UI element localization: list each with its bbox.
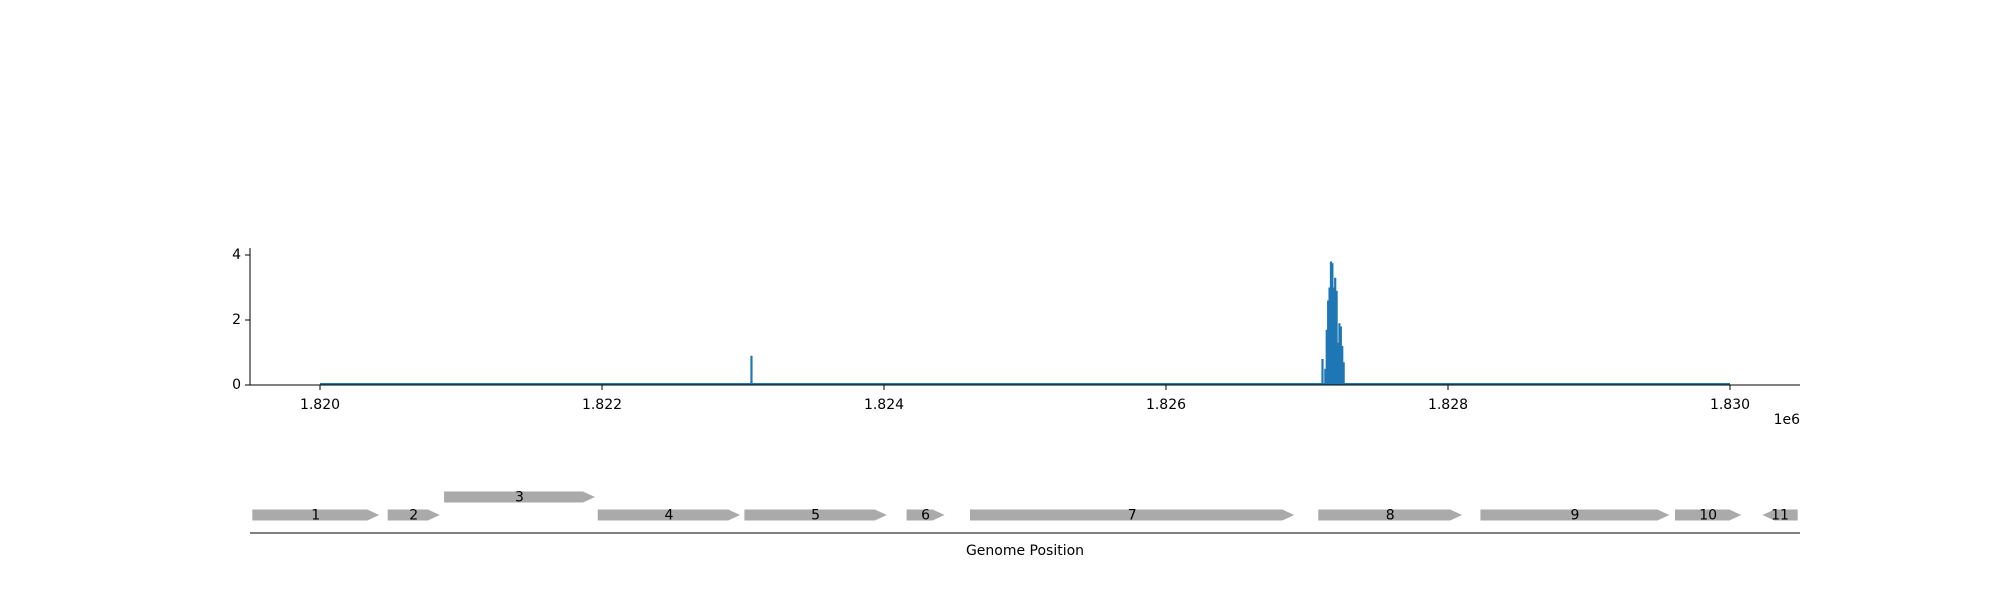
gene-label: 3 — [515, 490, 524, 506]
gene-5: 5 — [744, 508, 887, 524]
y-tick-label: 2 — [232, 312, 241, 328]
gene-label: 6 — [921, 508, 930, 524]
gene-arrow — [597, 509, 741, 521]
gene-arrow — [906, 509, 945, 521]
x-offset-label: 1e6 — [1774, 412, 1801, 428]
gene-label: 4 — [665, 508, 674, 524]
x-tick-label: 1.822 — [582, 397, 622, 413]
gene-6: 6 — [906, 508, 945, 524]
genes: 1 2 3 4 5 6 7 8 9 10 11 — [252, 490, 1798, 524]
gene-arrow — [1675, 509, 1742, 521]
gene-label: 10 — [1699, 508, 1717, 524]
x-tick-label: 1.820 — [300, 397, 340, 413]
gene-arrow — [970, 509, 1295, 521]
gene-arrow — [444, 491, 595, 503]
gene-arrow — [252, 509, 380, 521]
gene-3: 3 — [444, 490, 595, 506]
y-tick-label: 0 — [232, 377, 241, 393]
gene-arrow — [1480, 509, 1670, 521]
gene-8: 8 — [1318, 508, 1463, 524]
gene-11: 11 — [1762, 508, 1798, 524]
gene-10: 10 — [1675, 508, 1742, 524]
genome-position-label: Genome Position — [966, 543, 1084, 559]
y-ticks: 0 2 4 — [232, 247, 250, 393]
gene-label: 9 — [1570, 508, 1579, 524]
gene-label: 2 — [409, 508, 418, 524]
x-tick-label: 1.826 — [1146, 397, 1186, 413]
gene-arrow — [1318, 509, 1463, 521]
x-tick-label: 1.830 — [1710, 397, 1750, 413]
gene-arrow — [387, 509, 440, 521]
gene-2: 2 — [387, 508, 440, 524]
gene-label: 7 — [1128, 508, 1137, 524]
x-ticks: 1.820 1.822 1.824 1.826 1.828 1.830 — [300, 385, 1750, 413]
gene-9: 9 — [1480, 508, 1670, 524]
gene-label: 1 — [311, 508, 320, 524]
gene-track: 1 2 3 4 5 6 7 8 9 10 11 Genome Position — [250, 490, 1800, 559]
gene-label: 11 — [1771, 508, 1789, 524]
gene-7: 7 — [970, 508, 1295, 524]
coverage-series — [320, 261, 1730, 385]
coverage-plot: 1.820 1.822 1.824 1.826 1.828 1.830 0 2 4 1e6 — [232, 247, 1800, 428]
y-tick-label: 4 — [232, 247, 241, 263]
gene-label: 5 — [811, 508, 820, 524]
gene-label: 8 — [1386, 508, 1395, 524]
gene-arrow — [1762, 509, 1798, 521]
gene-1: 1 — [252, 508, 380, 524]
x-tick-label: 1.824 — [864, 397, 904, 413]
x-tick-label: 1.828 — [1428, 397, 1468, 413]
gene-4: 4 — [597, 508, 741, 524]
gene-arrow — [744, 509, 887, 521]
